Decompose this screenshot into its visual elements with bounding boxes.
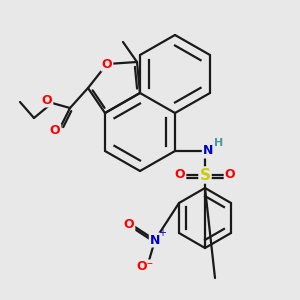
- Text: O: O: [225, 169, 235, 182]
- Text: O⁻: O⁻: [136, 260, 154, 274]
- Text: H: H: [214, 138, 224, 148]
- Text: O: O: [124, 218, 134, 230]
- Text: +: +: [158, 228, 166, 238]
- Text: S: S: [200, 167, 211, 182]
- Text: O: O: [42, 94, 52, 106]
- Text: O: O: [175, 169, 185, 182]
- Text: O: O: [50, 124, 60, 137]
- Text: N: N: [150, 233, 160, 247]
- Text: N: N: [203, 145, 213, 158]
- Text: O: O: [102, 58, 112, 70]
